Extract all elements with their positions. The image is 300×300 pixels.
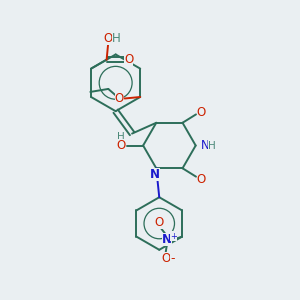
Text: O: O (197, 172, 206, 185)
Text: O: O (161, 252, 170, 265)
Text: O: O (103, 32, 113, 45)
Text: O: O (115, 92, 124, 105)
Text: H: H (117, 132, 124, 142)
Text: -: - (170, 252, 174, 265)
Text: O: O (124, 53, 133, 66)
Text: O: O (197, 106, 206, 118)
Text: N: N (150, 168, 160, 181)
Text: N: N (201, 139, 210, 152)
Text: H: H (112, 32, 121, 45)
Text: H: H (208, 140, 216, 151)
Text: O: O (117, 139, 126, 152)
Text: O: O (154, 216, 164, 229)
Text: +: + (170, 232, 177, 241)
Text: N: N (162, 233, 172, 246)
